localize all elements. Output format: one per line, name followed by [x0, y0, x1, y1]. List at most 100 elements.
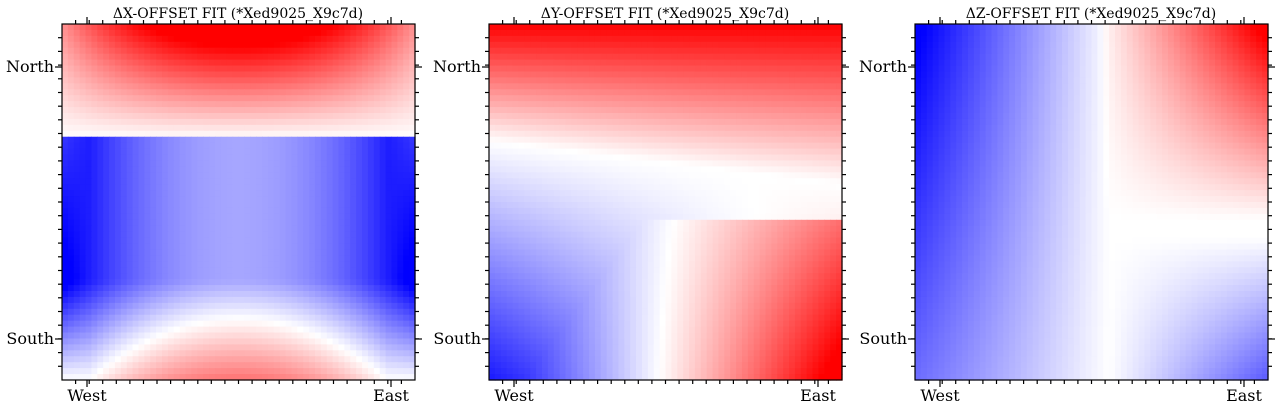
heatmap-cell [385, 136, 393, 144]
heatmap-cell [67, 172, 75, 179]
heatmap-cell [197, 95, 204, 102]
heatmap-cell [800, 124, 808, 132]
heatmap-cell [203, 320, 210, 328]
heatmap-cell [606, 77, 614, 84]
heatmap-cell [114, 24, 122, 31]
heatmap-cell [267, 178, 275, 185]
heatmap-cell [291, 296, 298, 304]
heatmap-cell [789, 41, 796, 49]
heatmap-cell [279, 136, 287, 144]
heatmap-cell [103, 213, 110, 221]
heatmap-cell [167, 296, 175, 304]
heatmap-cell [91, 219, 98, 227]
heatmap-cell [132, 213, 140, 221]
heatmap-cell [589, 113, 596, 120]
heatmap-cell [314, 291, 322, 298]
heatmap-cell [356, 302, 363, 310]
heatmap-cell [671, 124, 678, 132]
heatmap-cell [67, 196, 75, 203]
heatmap-cell [220, 83, 228, 90]
heatmap-cell [356, 362, 363, 369]
heatmap-cell [524, 142, 531, 150]
heatmap-cell [344, 374, 351, 381]
heatmap-cell [238, 243, 245, 251]
heatmap-cell [326, 172, 334, 179]
heatmap-cell [303, 118, 310, 126]
heatmap-cell [85, 89, 93, 96]
heatmap-cell [606, 71, 614, 78]
heatmap-cell [385, 374, 393, 381]
heatmap-cell [373, 302, 381, 310]
heatmap-cell [203, 285, 210, 292]
heatmap-cell [138, 24, 145, 31]
heatmap-cell [138, 314, 145, 322]
heatmap-cell [618, 35, 625, 43]
heatmap-cell [73, 261, 81, 268]
heatmap-cell [403, 273, 410, 280]
heatmap-cell [362, 302, 369, 310]
heatmap-cell [209, 279, 216, 286]
heatmap-cell [103, 332, 110, 340]
heatmap-cell [559, 77, 567, 84]
heatmap-cell [214, 107, 222, 114]
heatmap-cell [267, 374, 275, 381]
heatmap-cell [659, 142, 667, 150]
heatmap-cell [379, 249, 387, 256]
heatmap-cell [326, 314, 334, 322]
heatmap-cell [214, 160, 222, 167]
heatmap-cell [373, 178, 381, 185]
heatmap-cell [73, 225, 81, 233]
heatmap-cell [771, 101, 778, 108]
heatmap-cell [120, 160, 128, 167]
heatmap-cell [109, 302, 116, 310]
heatmap-cell [150, 65, 157, 73]
heatmap-cell [179, 362, 187, 369]
heatmap-cell [279, 255, 287, 262]
heatmap-cell [120, 338, 128, 345]
heatmap-cell [162, 332, 169, 340]
heatmap-cell [736, 24, 743, 31]
heatmap-cell [303, 89, 310, 96]
heatmap-cell [156, 332, 163, 340]
heatmap-cell [373, 207, 381, 215]
heatmap-cell [536, 29, 543, 37]
heatmap-cell [671, 65, 678, 73]
heatmap-cell [150, 237, 157, 245]
heatmap-cell [606, 124, 614, 132]
heatmap-cell [332, 118, 340, 126]
heatmap-cell [320, 35, 328, 43]
heatmap-cell [326, 356, 334, 363]
heatmap-cell [126, 213, 134, 221]
heatmap-cell [167, 29, 175, 37]
heatmap-cell [647, 142, 655, 150]
heatmap-cell [706, 101, 714, 108]
heatmap-cell [409, 350, 416, 357]
heatmap-cell [356, 148, 363, 156]
heatmap-cell [291, 314, 298, 322]
heatmap-cell [150, 243, 157, 251]
heatmap-cell [297, 296, 304, 304]
heatmap-cell [624, 130, 631, 138]
heatmap-cell [583, 77, 590, 84]
heatmap-cell [226, 207, 234, 215]
heatmap-cell [220, 207, 228, 215]
heatmap-cell [367, 196, 375, 203]
heatmap-cell [518, 59, 525, 67]
heatmap-cell [114, 362, 122, 369]
heatmap-cell [279, 273, 287, 280]
heatmap-cell [344, 101, 351, 108]
heatmap-cell [320, 83, 328, 90]
heatmap-cell [79, 237, 87, 245]
heatmap-cell [320, 202, 328, 209]
heatmap-cell [314, 285, 322, 292]
heatmap-cell [209, 255, 216, 262]
heatmap-cell [700, 29, 708, 37]
heatmap-cell [309, 368, 316, 375]
heatmap-cell [256, 124, 263, 132]
heatmap-cell [144, 332, 151, 340]
heatmap-cell [262, 279, 269, 286]
heatmap-cell [356, 213, 363, 221]
heatmap-cell [73, 59, 81, 67]
heatmap-cell [197, 154, 204, 162]
heatmap-cell [79, 71, 87, 78]
